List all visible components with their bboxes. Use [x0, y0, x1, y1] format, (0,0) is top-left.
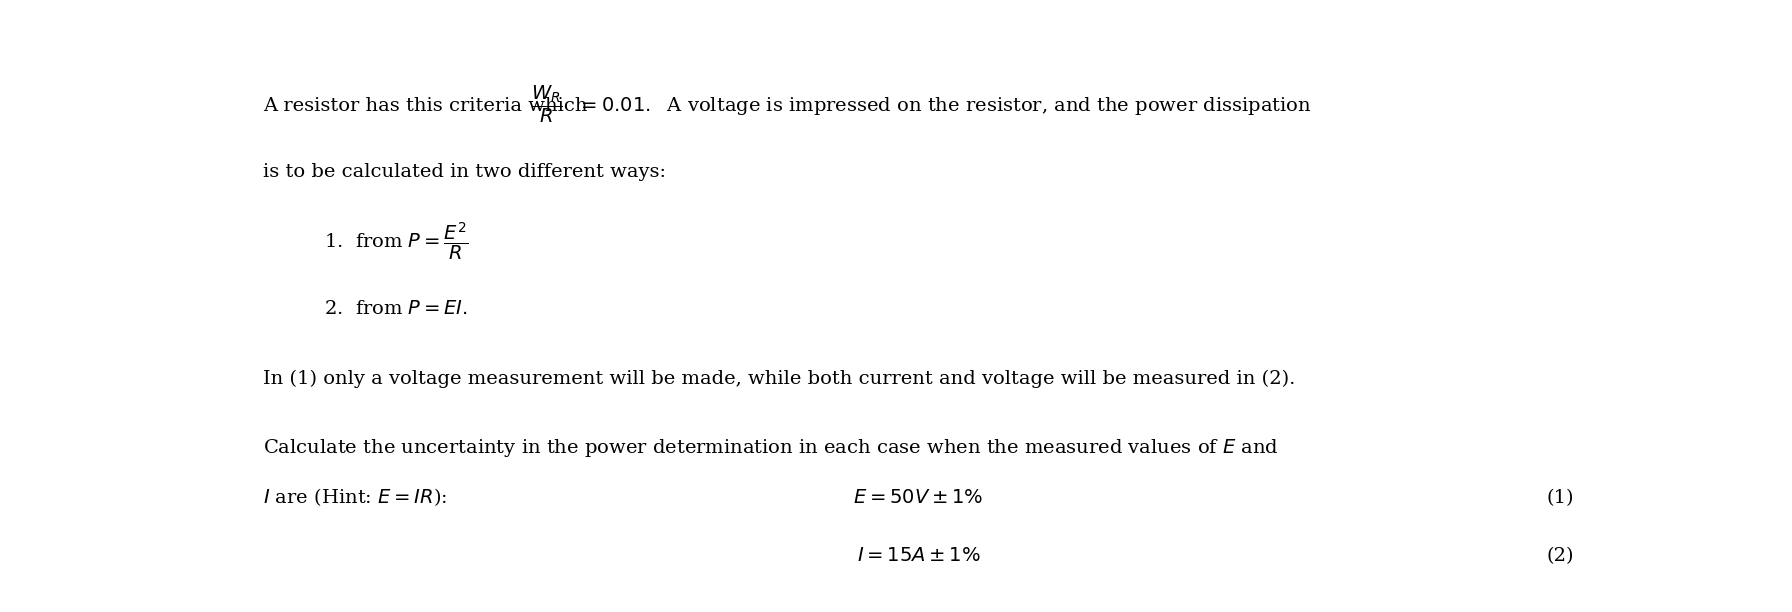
Text: $I = 15A \pm 1\%$: $I = 15A \pm 1\%$ [857, 547, 980, 565]
Text: $E = 50V \pm 1\%$: $E = 50V \pm 1\%$ [853, 489, 984, 507]
Text: (1): (1) [1546, 489, 1573, 507]
Text: $I$ are (Hint: $E = IR$):: $I$ are (Hint: $E = IR$): [263, 487, 448, 508]
Text: In (1) only a voltage measurement will be made, while both current and voltage w: In (1) only a voltage measurement will b… [263, 370, 1296, 389]
Text: (2): (2) [1546, 547, 1573, 565]
Text: Calculate the uncertainty in the power determination in each case when the measu: Calculate the uncertainty in the power d… [263, 437, 1279, 459]
Text: A resistor has this criteria which: A resistor has this criteria which [263, 97, 593, 115]
Text: 1.  from $P = \dfrac{E^2}{R}$: 1. from $P = \dfrac{E^2}{R}$ [324, 220, 468, 262]
Text: 2.  from $P = EI.$: 2. from $P = EI.$ [324, 300, 468, 318]
Text: $\dfrac{W_R}{R}$: $\dfrac{W_R}{R}$ [530, 84, 563, 125]
Text: $= 0.01.$  A voltage is impressed on the resistor, and the power dissipation: $= 0.01.$ A voltage is impressed on the … [572, 95, 1312, 117]
Text: is to be calculated in two different ways:: is to be calculated in two different way… [263, 163, 667, 181]
